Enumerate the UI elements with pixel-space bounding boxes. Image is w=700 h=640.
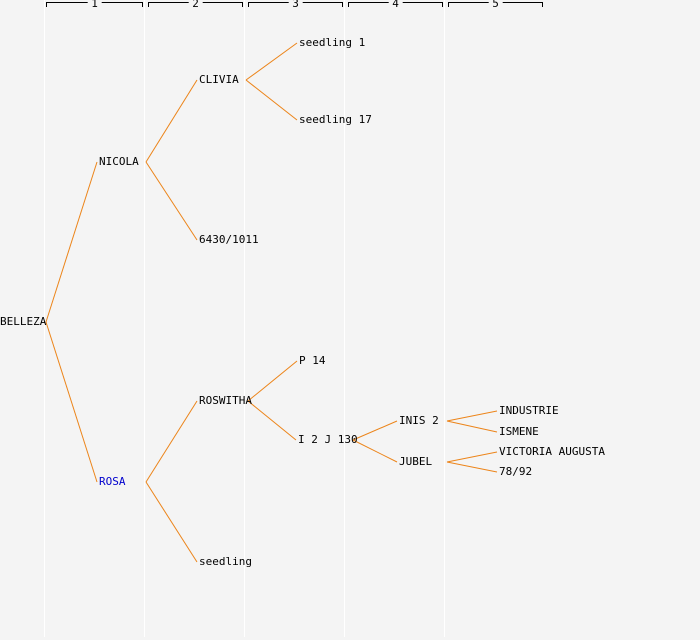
- pedigree-node-jubel: JUBEL: [399, 455, 433, 468]
- pedigree-edge-rosa-seedling: [145, 481, 198, 563]
- pedigree-node-industrie: INDUSTRIE: [499, 404, 559, 417]
- pedigree-node-belleza: BELLEZA: [0, 315, 47, 328]
- pedigree-node-clivia: CLIVIA: [199, 73, 239, 86]
- generation-gridline: [244, 0, 245, 637]
- generation-bracket-4: 4: [348, 0, 443, 9]
- pedigree-edge-clivia-seedling-1: [245, 42, 298, 81]
- generation-label: 2: [188, 0, 203, 9]
- pedigree-node-ismene: ISMENE: [499, 425, 539, 438]
- generation-gridline: [44, 0, 45, 637]
- pedigree-node-p-14: P 14: [299, 354, 326, 367]
- pedigree-node-78-92: 78/92: [499, 465, 533, 478]
- pedigree-edge-rosa-roswitha: [145, 400, 198, 483]
- pedigree-edge-nicola-6430-1011: [145, 161, 198, 241]
- pedigree-edge-inis-2-industrie: [446, 410, 498, 422]
- pedigree-node-nicola: NICOLA: [99, 155, 139, 168]
- pedigree-edge-roswitha-i-2-j-130: [247, 400, 297, 441]
- pedigree-node-seedling-17: seedling 17: [299, 113, 372, 126]
- generation-label: 5: [488, 0, 503, 9]
- pedigree-node-i-2-j-130: I 2 J 130: [298, 433, 358, 446]
- generation-bracket-3: 3: [248, 0, 343, 9]
- generation-gridline: [444, 0, 445, 637]
- pedigree-node-rosa[interactable]: ROSA: [99, 475, 126, 488]
- generation-label: 3: [288, 0, 303, 9]
- generation-label: 1: [87, 0, 102, 9]
- pedigree-edge-inis-2-ismene: [446, 420, 498, 433]
- pedigree-node-inis-2: INIS 2: [399, 414, 439, 427]
- pedigree-node-roswitha: ROSWITHA: [199, 394, 252, 407]
- pedigree-edge-jubel-78-92: [446, 461, 498, 473]
- pedigree-edge-jubel-victoria-augusta: [446, 451, 498, 463]
- generation-bracket-5: 5: [448, 0, 543, 9]
- generation-bracket-1: 1: [46, 0, 143, 9]
- pedigree-edge-belleza-nicola: [45, 161, 98, 323]
- pedigree-node-seedling: seedling: [199, 555, 252, 568]
- generation-gridline: [144, 0, 145, 637]
- pedigree-edge-clivia-seedling-17: [245, 79, 298, 121]
- generation-bracket-2: 2: [148, 0, 243, 9]
- pedigree-node-victoria-augusta: VICTORIA AUGUSTA: [499, 445, 605, 458]
- generation-label: 4: [388, 0, 403, 9]
- pedigree-node-6430-1011: 6430/1011: [199, 233, 259, 246]
- pedigree-edge-i-2-j-130-jubel: [352, 439, 398, 463]
- pedigree-edge-roswitha-p-14: [247, 360, 298, 402]
- pedigree-edge-nicola-clivia: [145, 79, 198, 163]
- pedigree-edge-i-2-j-130-inis-2: [352, 420, 398, 441]
- generation-gridline: [344, 0, 345, 637]
- pedigree-edge-belleza-rosa: [45, 321, 98, 483]
- pedigree-node-seedling-1: seedling 1: [299, 36, 366, 49]
